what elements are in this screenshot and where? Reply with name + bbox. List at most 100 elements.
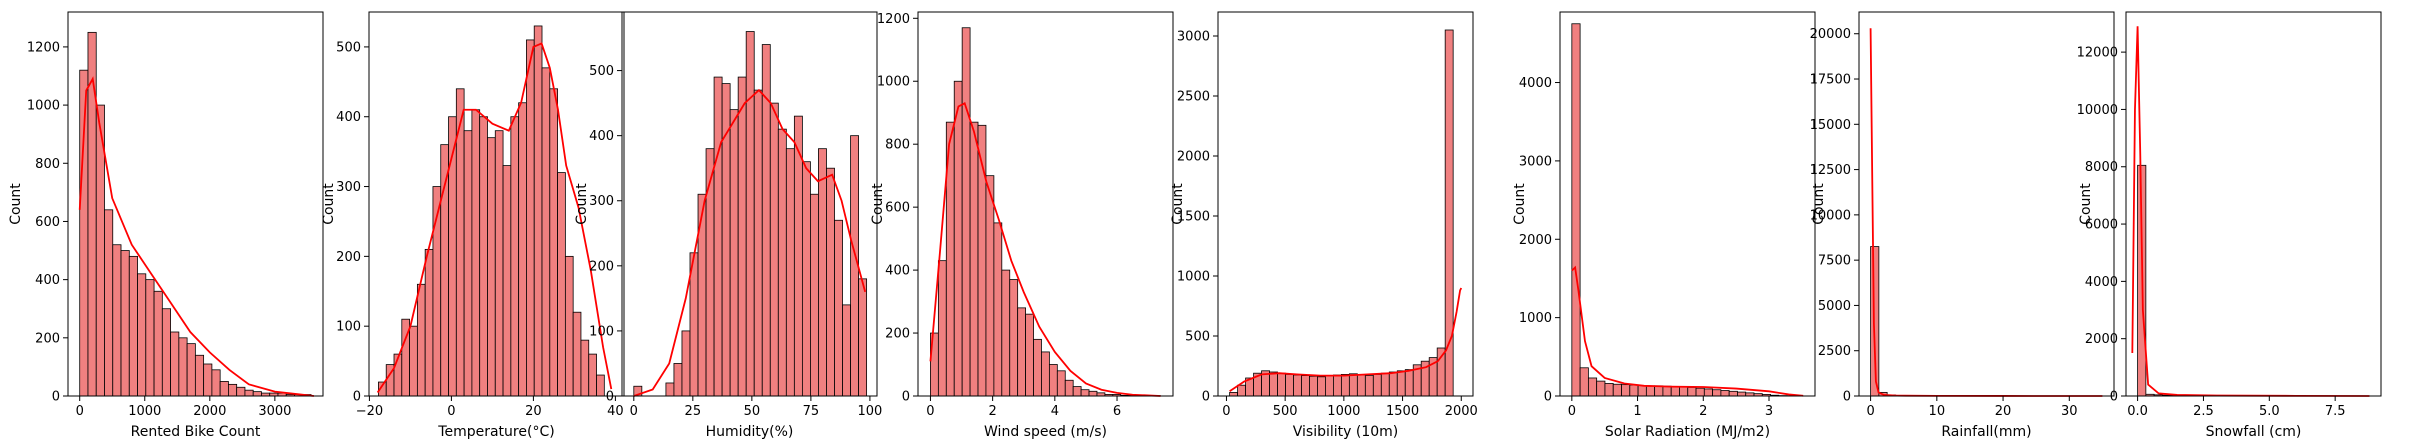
x-axis-label: Rainfall(mm)	[1941, 424, 2031, 440]
histogram-bar	[564, 255, 574, 397]
y-tick-label: 7500	[1818, 254, 1851, 269]
y-axis-label: Count	[321, 183, 337, 225]
histogram-bar	[1728, 390, 1738, 397]
histogram-bar	[1309, 375, 1318, 397]
x-tick-label: 1000	[1327, 404, 1360, 419]
y-tick-label: 10000	[1810, 208, 1851, 223]
histogram-bar	[1404, 369, 1414, 397]
histogram-bar	[1737, 391, 1747, 397]
y-tick-label: 400	[336, 110, 361, 125]
x-tick-label: 100	[858, 404, 883, 419]
x-axis-label: Snowfall (cm)	[2206, 424, 2302, 440]
y-tick-label: 500	[336, 40, 361, 55]
x-tick-label: 40	[607, 404, 624, 419]
histogram-bar	[1088, 390, 1098, 397]
x-tick-label: 0	[926, 404, 934, 419]
histogram-bar	[801, 161, 811, 397]
kde-curve	[2131, 26, 2370, 397]
y-tick-label: 2000	[1177, 150, 1210, 165]
y-tick-label: 4000	[2085, 275, 2118, 290]
y-axis-label: Count	[2078, 183, 2094, 225]
histogram-bar	[494, 130, 504, 397]
x-axis-label: Temperature(°C)	[437, 424, 554, 440]
y-tick-label: 20000	[1810, 27, 1851, 42]
histogram-bar	[1025, 313, 1034, 397]
y-tick-label: 300	[336, 180, 361, 195]
histogram-bar	[236, 386, 246, 397]
histogram-bar	[1269, 371, 1278, 397]
x-axis-label: Visibility (10m)	[1293, 424, 1399, 440]
histogram-bar	[818, 148, 827, 397]
axes-frame	[1217, 11, 1474, 397]
x-tick-label: 1000	[128, 404, 161, 419]
histogram-bar	[1001, 269, 1011, 397]
kde-curve	[1869, 28, 2103, 397]
histogram-bar	[1571, 23, 1581, 397]
histogram-bar	[1317, 376, 1326, 397]
axes-frame	[2125, 11, 2382, 397]
histogram-bar	[128, 255, 138, 397]
histogram-bar	[1712, 389, 1722, 397]
histogram-bar	[729, 109, 739, 397]
y-tick-label: 2500	[1818, 344, 1851, 359]
y-tick-label: 800	[885, 138, 910, 153]
axes-frame	[1858, 11, 2115, 397]
histogram-bar	[219, 381, 229, 397]
histogram-bar	[1720, 390, 1730, 397]
y-tick-label: 500	[1185, 330, 1210, 345]
histogram-bar	[588, 353, 597, 397]
y-tick-label: 2000	[2085, 332, 2118, 347]
histogram-bar	[1080, 389, 1090, 397]
y-axis-label: Count	[574, 183, 590, 225]
histogram-bar	[137, 273, 147, 397]
y-axis-label: Count	[1170, 183, 1186, 225]
histogram-bar	[1629, 384, 1639, 397]
histogram-bar	[769, 102, 779, 397]
histogram-bar	[1687, 386, 1697, 397]
histogram-bar	[961, 27, 971, 397]
y-tick-label: 0	[902, 390, 910, 405]
histogram-bar	[596, 374, 605, 397]
y-tick-label: 0	[2110, 390, 2118, 405]
histogram-bar	[1301, 375, 1310, 397]
histogram-bar	[953, 80, 963, 397]
x-tick-label: 10	[1929, 404, 1946, 419]
histogram-panel-1: 0 1000 2000 3000 0 200 400 600 800 1000 1200 Rented…	[8, 11, 324, 440]
histogram-bar	[1654, 385, 1664, 397]
histogram-bar	[1072, 386, 1082, 397]
histogram-bar	[1009, 279, 1019, 397]
histogram-bar	[1670, 386, 1680, 397]
histogram-bar	[1033, 338, 1042, 397]
histogram-panel-3: 0 25 50 75 100 0 100 200 300 400 500 Humidity(%) Cou…	[574, 11, 883, 440]
histogram-bar	[448, 116, 457, 397]
x-tick-label: 0	[1866, 404, 1874, 419]
y-axis-label: Count	[8, 183, 24, 225]
histogram-bar	[203, 363, 213, 397]
histogram-bar	[533, 25, 543, 397]
y-tick-label: 400	[589, 129, 614, 144]
y-tick-label: 0	[1202, 390, 1210, 405]
histogram-bar	[1645, 385, 1656, 397]
histogram-bar	[178, 337, 188, 397]
histogram-bar	[409, 325, 418, 397]
histogram-bar	[1703, 388, 1713, 397]
kde-curve	[929, 102, 1161, 397]
x-tick-label: 25	[685, 404, 702, 419]
histogram-bar	[211, 369, 221, 397]
y-tick-label: 400	[35, 273, 60, 288]
histogram-bar	[487, 137, 496, 397]
y-tick-label: 2000	[1519, 233, 1552, 248]
histogram-bar	[1372, 373, 1382, 397]
histogram-bar	[1293, 374, 1302, 397]
y-tick-label: 12000	[2077, 46, 2118, 61]
x-tick-label: 5.0	[2259, 404, 2280, 419]
histogram-bar	[1048, 364, 1058, 397]
x-tick-label: 20	[525, 404, 542, 419]
histogram-bar	[510, 116, 520, 397]
histogram-bar	[557, 172, 566, 397]
x-tick-label: 0	[630, 404, 638, 419]
histogram-bar	[1388, 371, 1398, 397]
histogram-bar	[170, 331, 180, 397]
x-tick-label: 75	[803, 404, 820, 419]
histogram-bar	[858, 278, 868, 397]
